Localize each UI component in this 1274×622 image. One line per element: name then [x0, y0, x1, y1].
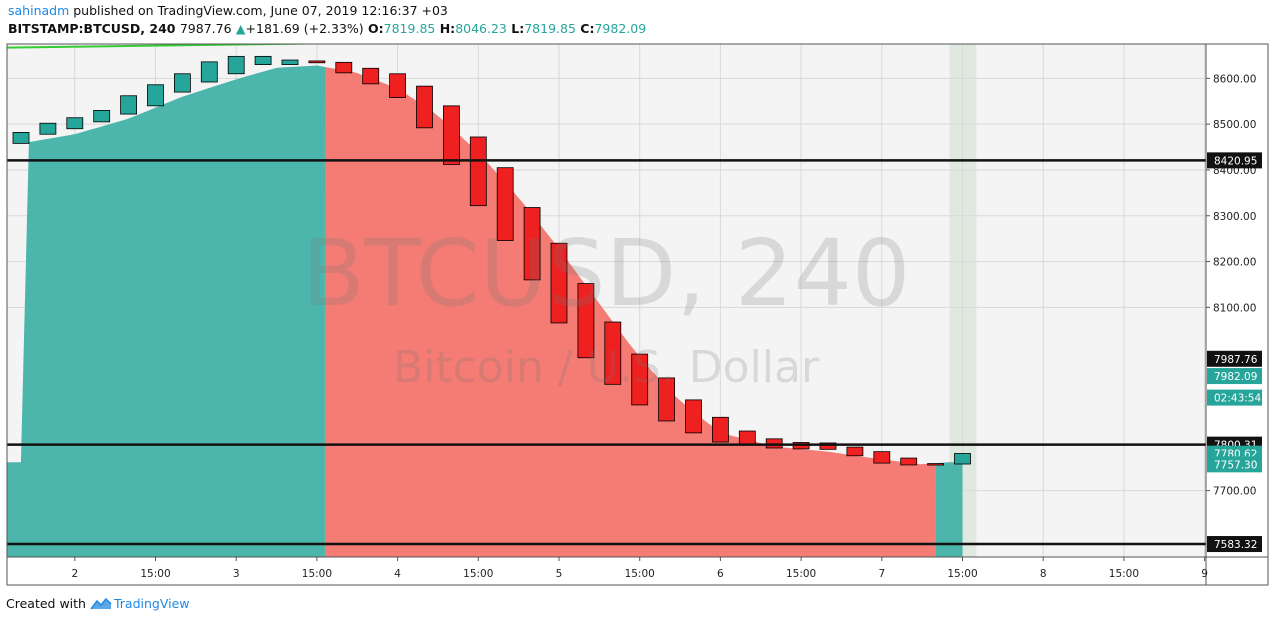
- candle-up: [39, 122, 57, 135]
- x-tick-label: 15:00: [1109, 568, 1139, 580]
- candle-up: [200, 61, 218, 83]
- candle-up: [954, 453, 971, 465]
- candle-up: [93, 110, 111, 123]
- y-tick-label: 7700.00: [1213, 486, 1256, 498]
- x-tick-label: 15:00: [625, 568, 655, 580]
- candle-up: [227, 55, 245, 75]
- created-with-text: Created with: [6, 596, 86, 611]
- candle-up: [147, 84, 164, 107]
- close-label: C:: [580, 21, 595, 36]
- candle-down: [308, 60, 326, 64]
- x-tick-label: 15:00: [463, 568, 493, 580]
- last-price: 7987.76: [179, 21, 232, 36]
- y-tick-label: 8100.00: [1213, 302, 1256, 314]
- candle-up: [66, 117, 84, 130]
- x-tick-label: 8: [1040, 568, 1047, 580]
- candle-down: [738, 430, 756, 446]
- tradingview-logo-icon: [90, 597, 112, 609]
- watermark-description: Bitcoin / U.S. Dollar: [393, 342, 820, 393]
- candle-down: [685, 399, 702, 434]
- change-up-icon: ▲: [235, 21, 246, 36]
- candle-down: [846, 446, 864, 457]
- y-tick-label: 8500.00: [1213, 119, 1256, 131]
- level-price-tag-bg: [1207, 152, 1262, 169]
- candle-down: [523, 207, 541, 281]
- chart-frame: [6, 43, 1269, 586]
- low-value: 7819.85: [524, 21, 576, 36]
- x-tick-label: 15:00: [302, 568, 332, 580]
- candle-down: [362, 67, 380, 85]
- candle-down: [604, 321, 622, 385]
- candle-up: [254, 55, 272, 66]
- price-tag: 7987.76: [1214, 354, 1258, 366]
- price-tag-bg: [1207, 389, 1262, 406]
- candle-down: [900, 457, 918, 466]
- level-price-tag-bg: [1207, 536, 1262, 553]
- candle-down: [442, 105, 460, 165]
- level-price-tag: 7583.32: [1214, 539, 1257, 551]
- y-tick-label: 8200.00: [1213, 257, 1256, 269]
- change-value: +181.69 (+2.33%): [245, 21, 364, 36]
- candle-down: [631, 353, 649, 406]
- x-tick-label: 15:00: [947, 568, 977, 580]
- area-up: [7, 65, 325, 557]
- candle-down: [389, 73, 407, 98]
- y-tick-label: 8300.00: [1213, 211, 1256, 223]
- x-tick-label: 5: [556, 568, 563, 580]
- candle-down: [577, 283, 595, 359]
- candle-down: [658, 377, 675, 422]
- price-tag-bg: [1207, 368, 1262, 385]
- candle-down: [416, 85, 433, 129]
- candle-up: [12, 132, 30, 144]
- candle-up: [120, 95, 137, 115]
- x-tick-label: 15:00: [786, 568, 816, 580]
- price-tag: 7757.30: [1214, 459, 1257, 471]
- symbol-label: BITSTAMP:BTCUSD, 240: [8, 21, 176, 36]
- published-text: published on TradingView.com, June 07, 2…: [73, 3, 448, 18]
- y-tick-label: 8600.00: [1213, 73, 1256, 85]
- x-tick-label: 6: [717, 568, 724, 580]
- x-tick-label: 9: [1201, 568, 1208, 580]
- x-tick-label: 7: [878, 568, 885, 580]
- candle-down: [469, 136, 487, 207]
- footer: Created with TradingView: [6, 596, 190, 611]
- candle-down: [335, 61, 353, 74]
- price-tag: 02:43:54: [1214, 393, 1261, 405]
- tradingview-link[interactable]: TradingView: [113, 596, 190, 611]
- candle-down: [873, 451, 891, 464]
- x-tick-label: 15:00: [140, 568, 170, 580]
- high-label: H:: [439, 21, 456, 36]
- area-up: [935, 462, 963, 557]
- level-price-tag: 8420.95: [1214, 155, 1257, 167]
- candle-down: [550, 242, 568, 324]
- publish-info: sahinadm published on TradingView.com, J…: [8, 3, 448, 18]
- low-label: L:: [511, 21, 525, 36]
- candle-down: [712, 416, 729, 443]
- x-tick-label: 3: [233, 568, 240, 580]
- candle-down: [496, 167, 514, 241]
- price-tag-bg: [1207, 456, 1262, 473]
- price-tag-bg: [1207, 350, 1262, 367]
- candle-up: [173, 73, 191, 93]
- x-tick-label: 4: [394, 568, 401, 580]
- open-label: O:: [368, 21, 384, 36]
- open-value: 7819.85: [383, 21, 436, 36]
- x-tick-label: 2: [71, 568, 78, 580]
- candle-down: [819, 442, 837, 450]
- high-value: 8046.23: [455, 21, 507, 36]
- legend-line: BITSTAMP:BTCUSD, 240 7987.76 ▲+181.69 (+…: [8, 21, 646, 36]
- price-chart[interactable]: BTCUSD, 240 Bitcoin / U.S. Dollar 7700.00 8…: [0, 0, 1274, 590]
- price-tag: 7982.09: [1214, 371, 1257, 383]
- watermark-symbol: BTCUSD, 240: [302, 220, 911, 327]
- close-value: 7982.09: [594, 21, 647, 36]
- plot-area: BTCUSD, 240 Bitcoin / U.S. Dollar: [7, 44, 1206, 557]
- candle-up: [281, 59, 299, 66]
- candle-down: [927, 463, 944, 466]
- author-link[interactable]: sahinadm: [8, 3, 70, 18]
